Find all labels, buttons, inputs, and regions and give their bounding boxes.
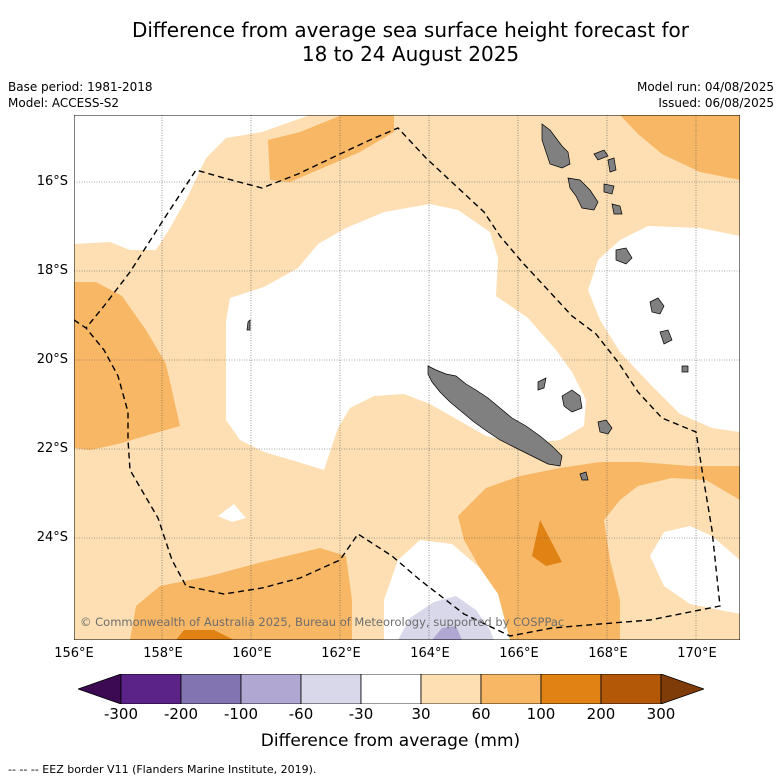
colorbar-segment	[300, 674, 362, 704]
anomaly-band-60-100-west	[74, 282, 180, 450]
anomaly-band-100-200-south	[176, 630, 234, 640]
lon-label-168e: 168°E	[588, 646, 628, 661]
lon-label-160e: 160°E	[232, 646, 272, 661]
colorbar-segment	[540, 674, 602, 704]
meta-left: Base period: 1981-2018 Model: ACCESS-S2	[8, 79, 153, 111]
isle-of-pines	[579, 471, 589, 481]
eez-border-line	[74, 127, 721, 637]
lat-label-22s: 22°S	[36, 441, 68, 456]
colorbar-segment	[78, 674, 122, 704]
colorbar-tick: -200	[163, 705, 199, 723]
anomaly-band-60-100-northeast	[620, 115, 740, 180]
anomaly-white-northwest	[74, 115, 310, 250]
lat-label-24s: 24°S	[36, 530, 68, 545]
loyalty-island	[561, 389, 583, 413]
colorbar-tick: 30	[411, 705, 431, 723]
vanuatu-island	[611, 203, 623, 215]
colorbar-tick: 60	[471, 705, 491, 723]
map-title-line2: 18 to 24 August 2025	[301, 42, 520, 66]
vanuatu-island	[615, 247, 633, 265]
vanuatu-island	[541, 123, 571, 169]
colorbar-segment	[660, 674, 704, 704]
loyalty-north-island	[649, 297, 665, 315]
vanuatu-island	[607, 157, 617, 173]
lat-label-18s: 18°S	[36, 263, 68, 278]
lat-label-16s: 16°S	[36, 174, 68, 189]
model-text: Model: ACCESS-S2	[8, 96, 120, 110]
new-caledonia-island	[427, 365, 563, 467]
anomaly-white-southeast	[650, 526, 740, 614]
anomaly-band-60-100-southeast	[458, 462, 740, 640]
colorbar-segment	[120, 674, 182, 704]
colorbar-segment	[240, 674, 302, 704]
anomaly-lavender	[398, 596, 494, 640]
anomaly-purple-small	[432, 626, 462, 640]
vanuatu-island	[567, 177, 599, 211]
colorbar-segment	[180, 674, 242, 704]
lon-label-164e: 164°E	[410, 646, 450, 661]
map-title: Difference from average sea surface heig…	[0, 18, 781, 66]
vanuatu-island	[603, 183, 615, 195]
lat-label-20s: 20°S	[36, 352, 68, 367]
colorbar-segment	[360, 674, 422, 704]
anomaly-white-northeast	[588, 226, 740, 432]
loyalty-island	[537, 377, 547, 391]
lon-label-162e: 162°E	[321, 646, 361, 661]
issued-text: Issued: 06/08/2025	[658, 96, 774, 110]
lon-label-166e: 166°E	[499, 646, 539, 661]
small-island	[681, 365, 689, 373]
map-title-line1: Difference from average sea surface heig…	[131, 18, 690, 42]
colorbar-tick: -300	[103, 705, 139, 723]
vanuatu-island	[593, 149, 609, 161]
copyright-text: © Commonwealth of Australia 2025, Bureau…	[80, 615, 564, 629]
model-run-text: Model run: 04/08/2025	[636, 80, 774, 94]
meta-right: Model run: 04/08/2025 Issued: 06/08/2025	[637, 79, 774, 111]
anomaly-white-central	[226, 204, 586, 470]
colorbar-segment	[480, 674, 542, 704]
colorbar-tick: -100	[223, 705, 259, 723]
colorbar-tick: -30	[348, 705, 374, 723]
colorbar-segment	[420, 674, 482, 704]
anomaly-band-100-200-east	[532, 520, 562, 566]
base-period-text: Base period: 1981-2018	[8, 80, 153, 94]
lon-label-158e: 158°E	[143, 646, 183, 661]
sea-surface-height-map: © Commonwealth of Australia 2025, Bureau…	[74, 115, 740, 640]
lon-label-170e: 170°E	[677, 646, 717, 661]
eez-legend-footnote: -- -- -- EEZ border V11 (Flanders Marine…	[8, 763, 317, 776]
colorbar-label: Difference from average (mm)	[260, 731, 521, 751]
colorbar-segment	[600, 674, 662, 704]
anomaly-band-60-100-southwest	[130, 548, 352, 640]
colorbar-tick: 200	[586, 705, 616, 723]
colorbar	[78, 674, 704, 704]
anomaly-band-60-100-north	[268, 115, 394, 182]
small-island	[659, 329, 673, 345]
gridlines	[74, 115, 740, 640]
lon-label-156e: 156°E	[54, 646, 94, 661]
anomaly-white-small	[218, 504, 246, 522]
colorbar-tick: 100	[526, 705, 556, 723]
colorbar-tick: 300	[646, 705, 676, 723]
loyalty-island	[597, 419, 613, 435]
colorbar-tick: -60	[288, 705, 314, 723]
small-island	[246, 319, 251, 331]
